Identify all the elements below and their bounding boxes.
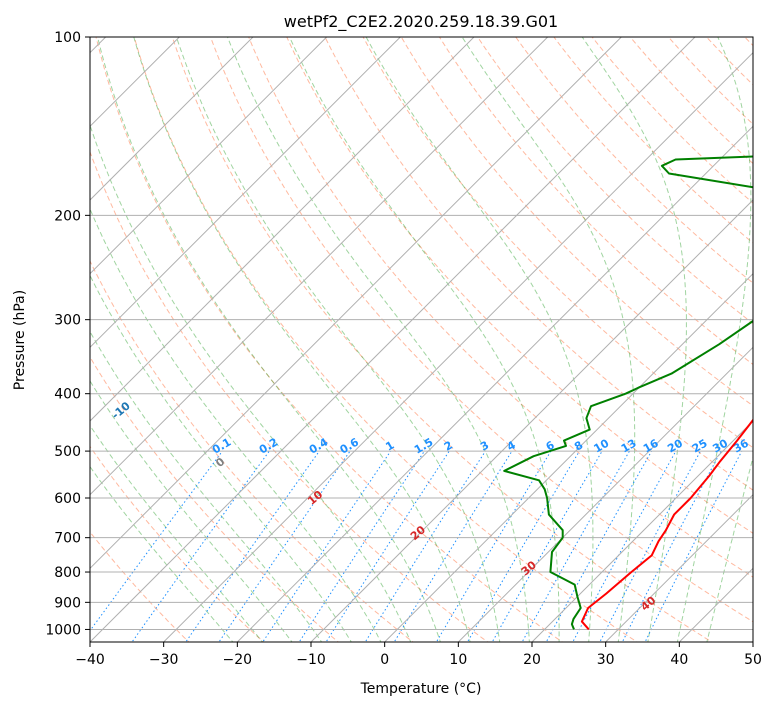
- mixing-ratio-line: [262, 450, 392, 642]
- isotherm-line: [310, 199, 753, 642]
- dewpoint-profile-line: [503, 155, 753, 630]
- x-tick-label: 10: [449, 652, 467, 668]
- moist-adiabat-line: [90, 380, 293, 642]
- isotherm-line: [90, 37, 254, 201]
- y-tick-label: 700: [54, 531, 81, 547]
- x-axis-title: Temperature (°C): [360, 681, 482, 697]
- isotherms: [90, 37, 753, 642]
- isotherm-line: [90, 37, 696, 642]
- isotherm-line: [531, 420, 753, 642]
- y-tick-label: 1000: [45, 622, 81, 638]
- x-axis-ticks: −40 −30 −20 −10 0 10 20 30 40 50: [75, 642, 762, 668]
- mixing-ratio-lines: [90, 450, 743, 642]
- y-tick-label: 100: [54, 30, 81, 46]
- x-tick-label: 30: [597, 652, 615, 668]
- dry-adiabat-line: [248, 37, 753, 578]
- y-axis-ticks: 100 200 300 400 500 600 700 800 900 1000: [45, 30, 90, 638]
- y-tick-label: 300: [54, 313, 81, 329]
- mixing-ratio-line: [572, 450, 677, 642]
- y-tick-label: 200: [54, 208, 81, 224]
- mixing-ratio-line: [131, 450, 270, 642]
- isotherm-line: [90, 37, 475, 422]
- y-tick-label: 800: [54, 565, 81, 581]
- dry-adiabat-line: [324, 37, 753, 491]
- pressure-gridlines: [90, 37, 753, 630]
- mixing-ratio-line: [218, 450, 351, 642]
- moist-adiabat-line: [90, 123, 412, 642]
- mixing-ratio-line: [185, 450, 320, 642]
- profile-series: [503, 155, 753, 631]
- plot-area: -100-90-80-70-60-50-40-30-20-10010203040…: [90, 37, 753, 642]
- dry-adiabat-line: [286, 37, 753, 534]
- plot-frame: [89, 36, 754, 643]
- isotherm-line: [90, 37, 622, 570]
- y-tick-label: 600: [54, 491, 81, 507]
- mixing-ratio-line: [393, 450, 513, 642]
- mixing-ratio-line: [621, 450, 722, 642]
- y-axis-title: Pressure (hPa): [12, 290, 28, 390]
- x-tick-label: −20: [223, 652, 253, 668]
- isotherm-line: [163, 51, 753, 642]
- moist-adiabat-line: [90, 465, 234, 642]
- y-tick-label: 900: [54, 595, 81, 611]
- x-tick-label: −30: [149, 652, 179, 668]
- mixing-ratio-line: [298, 450, 425, 642]
- dry-adiabat-line: [362, 37, 753, 449]
- x-tick-label: 0: [380, 652, 389, 668]
- x-tick-label: −40: [75, 652, 105, 668]
- isotherm-line: [90, 37, 549, 496]
- x-tick-label: 40: [670, 652, 688, 668]
- dry-adiabat-line: [90, 150, 489, 642]
- x-tick-label: 20: [523, 652, 541, 668]
- dry-adiabat-line: [171, 37, 713, 642]
- chart-title: wetPf2_C2E2.2020.259.18.39.G01: [284, 12, 558, 32]
- x-tick-label: 50: [744, 652, 762, 668]
- mixing-ratio-line: [325, 450, 450, 642]
- isotherm-line: [90, 37, 328, 275]
- y-tick-label: 400: [54, 387, 81, 403]
- temperature-profile-line: [580, 418, 753, 631]
- isotherm-line: [236, 125, 753, 642]
- mixing-ratio-line: [466, 450, 580, 642]
- moist-adiabat-line: [90, 424, 264, 642]
- x-tick-label: −10: [296, 652, 326, 668]
- isotherm-line: [605, 493, 753, 642]
- dry-adiabat-line: [438, 37, 753, 366]
- isotherm-line: [384, 272, 753, 642]
- isotherm-line: [90, 37, 401, 349]
- y-tick-label: 500: [54, 444, 81, 460]
- mixing-ratio-line: [90, 450, 223, 632]
